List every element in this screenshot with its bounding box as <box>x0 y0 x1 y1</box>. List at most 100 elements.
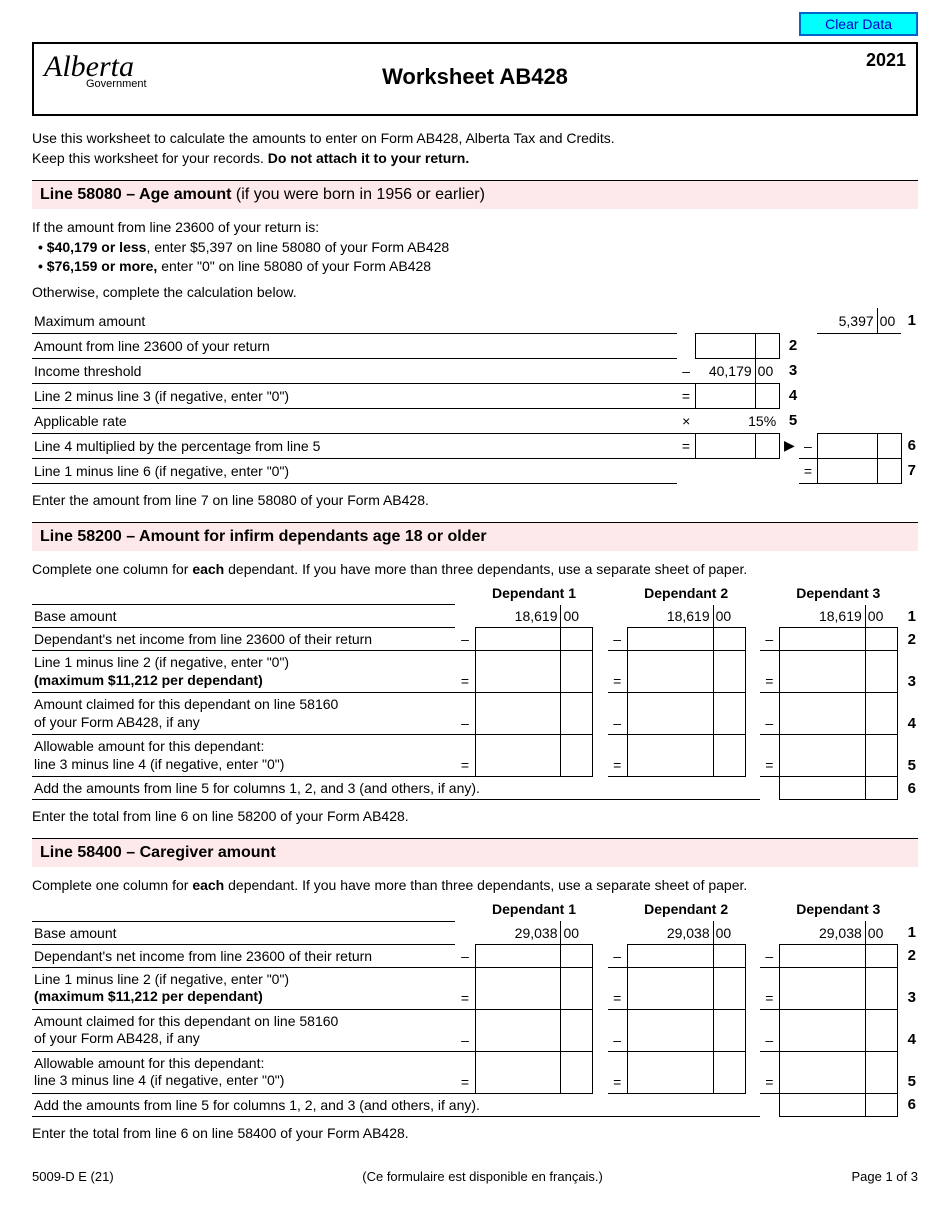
infirm-r4-i2c[interactable] <box>713 693 745 735</box>
cg-r5-i2d[interactable] <box>627 1051 713 1093</box>
infirm-r4-i2d[interactable] <box>627 693 713 735</box>
cg-r3-i3d[interactable] <box>779 967 865 1009</box>
age-r2-input-c[interactable] <box>755 333 779 358</box>
infirm-r2-i3c[interactable] <box>865 628 897 651</box>
infirm-r6-id[interactable] <box>779 777 865 800</box>
cg-r3-op2: = <box>608 967 628 1009</box>
infirm-r5-lb: line 3 minus line 4 (if negative, enter … <box>34 756 284 772</box>
infirm-r5-i1c[interactable] <box>561 735 593 777</box>
age-r7-input-d[interactable] <box>817 458 877 483</box>
infirm-r3-label: Line 1 minus line 2 (if negative, enter … <box>32 651 455 693</box>
cg-r5-op1: = <box>455 1051 475 1093</box>
cg-r2-op2: – <box>608 944 628 967</box>
cg-r4-i1c[interactable] <box>561 1009 593 1051</box>
age-r7-num: 7 <box>901 458 918 483</box>
age-r6-label: Line 4 multiplied by the percentage from… <box>32 433 677 458</box>
cg-r4-i3d[interactable] <box>779 1009 865 1051</box>
cg-r4-i2c[interactable] <box>713 1009 745 1051</box>
infirm-r4-i3c[interactable] <box>865 693 897 735</box>
infirm-r4-lb: of your Form AB428, if any <box>34 714 200 730</box>
cg-r5-i3d[interactable] <box>779 1051 865 1093</box>
cg-r6-label: Add the amounts from line 5 for columns … <box>32 1093 760 1116</box>
infirm-intro-bold: each <box>192 561 224 577</box>
tax-year: 2021 <box>866 50 906 71</box>
cg-r3-i2c[interactable] <box>713 967 745 1009</box>
infirm-r5-i3c[interactable] <box>865 735 897 777</box>
infirm-r2-i1c[interactable] <box>561 628 593 651</box>
infirm-r4-i1c[interactable] <box>561 693 593 735</box>
age-r6-input2-c[interactable] <box>877 433 901 458</box>
cg-r5-i1c[interactable] <box>561 1051 593 1093</box>
cg-r4-i1d[interactable] <box>475 1009 561 1051</box>
cg-r2-i1c[interactable] <box>561 944 593 967</box>
infirm-r2-label: Dependant's net income from line 23600 o… <box>32 628 455 651</box>
age-r5-label: Applicable rate <box>32 408 677 433</box>
cg-r1-label: Base amount <box>32 921 455 944</box>
infirm-r5-i3d[interactable] <box>779 735 865 777</box>
cg-r3-label: Line 1 minus line 2 (if negative, enter … <box>32 967 455 1009</box>
caregiver-table: Dependant 1 Dependant 2 Dependant 3 Base… <box>32 901 918 1117</box>
age-r4-input-c[interactable] <box>755 383 779 408</box>
age-r4-input-d[interactable] <box>695 383 755 408</box>
infirm-r3-i2c[interactable] <box>713 651 745 693</box>
cg-r3-i2d[interactable] <box>627 967 713 1009</box>
sh-caregiver-bold: Line 58400 – Caregiver amount <box>40 844 276 861</box>
cg-r1-num: 1 <box>897 921 918 944</box>
infirm-r3-i1d[interactable] <box>475 651 561 693</box>
cg-r5-la: Allowable amount for this dependant: <box>34 1055 264 1071</box>
infirm-r5-i2c[interactable] <box>713 735 745 777</box>
age-r6-input-c[interactable] <box>755 433 779 458</box>
infirm-r2-i1d[interactable] <box>475 628 561 651</box>
infirm-r3-i3d[interactable] <box>779 651 865 693</box>
infirm-r1-label: Base amount <box>32 605 455 628</box>
infirm-r5-i2d[interactable] <box>627 735 713 777</box>
infirm-r3-i1c[interactable] <box>561 651 593 693</box>
infirm-r4-i1d[interactable] <box>475 693 561 735</box>
infirm-r2-i2d[interactable] <box>627 628 713 651</box>
infirm-r4-op1: – <box>455 693 475 735</box>
age-r7-input-c[interactable] <box>877 458 901 483</box>
age-r6-input-d[interactable] <box>695 433 755 458</box>
worksheet-title: Worksheet AB428 <box>44 64 906 90</box>
infirm-r6-ic[interactable] <box>865 777 897 800</box>
infirm-r5-i1d[interactable] <box>475 735 561 777</box>
cg-r2-i1d[interactable] <box>475 944 561 967</box>
age-r3-num: 3 <box>779 358 799 383</box>
infirm-r2-i2c[interactable] <box>713 628 745 651</box>
infirm-r4-num: 4 <box>897 693 918 735</box>
infirm-r3-i2d[interactable] <box>627 651 713 693</box>
cg-r3-op3: = <box>760 967 780 1009</box>
cg-r2-i3d[interactable] <box>779 944 865 967</box>
cg-r3-i1d[interactable] <box>475 967 561 1009</box>
caregiver-intro-pre: Complete one column for <box>32 877 192 893</box>
cg-r4-i3c[interactable] <box>865 1009 897 1051</box>
infirm-r2-op2: – <box>608 628 628 651</box>
infirm-r4-i3d[interactable] <box>779 693 865 735</box>
cg-r5-i1d[interactable] <box>475 1051 561 1093</box>
cg-r2-i3c[interactable] <box>865 944 897 967</box>
cg-r2-i2d[interactable] <box>627 944 713 967</box>
infirm-intro: Complete one column for each dependant. … <box>32 561 918 577</box>
cg-r3-num: 3 <box>897 967 918 1009</box>
cg-r4-i2d[interactable] <box>627 1009 713 1051</box>
cg-r1-d3: 29,038 <box>779 921 865 944</box>
cg-r6-ic[interactable] <box>865 1093 897 1116</box>
cg-r3-i3c[interactable] <box>865 967 897 1009</box>
infirm-r3-i3c[interactable] <box>865 651 897 693</box>
cg-r5-i2c[interactable] <box>713 1051 745 1093</box>
age-b1-bold: $40,179 or less <box>47 239 147 255</box>
cg-r2-i2c[interactable] <box>713 944 745 967</box>
caregiver-intro: Complete one column for each dependant. … <box>32 877 918 893</box>
clear-data-button[interactable]: Clear Data <box>799 12 918 36</box>
age-r2-input-d[interactable] <box>695 333 755 358</box>
age-r6-input2-d[interactable] <box>817 433 877 458</box>
cg-r5-i3c[interactable] <box>865 1051 897 1093</box>
infirm-r1-d2: 18,619 <box>627 605 713 628</box>
infirm-r2-i3d[interactable] <box>779 628 865 651</box>
sh-age-rest: (if you were born in 1956 or earlier) <box>231 186 484 203</box>
cg-r1-c3: 00 <box>865 921 897 944</box>
cg-r3-i1c[interactable] <box>561 967 593 1009</box>
cg-r3-la: Line 1 minus line 2 (if negative, enter … <box>34 971 289 987</box>
infirm-r4-la: Amount claimed for this dependant on lin… <box>34 696 338 712</box>
cg-r6-id[interactable] <box>779 1093 865 1116</box>
